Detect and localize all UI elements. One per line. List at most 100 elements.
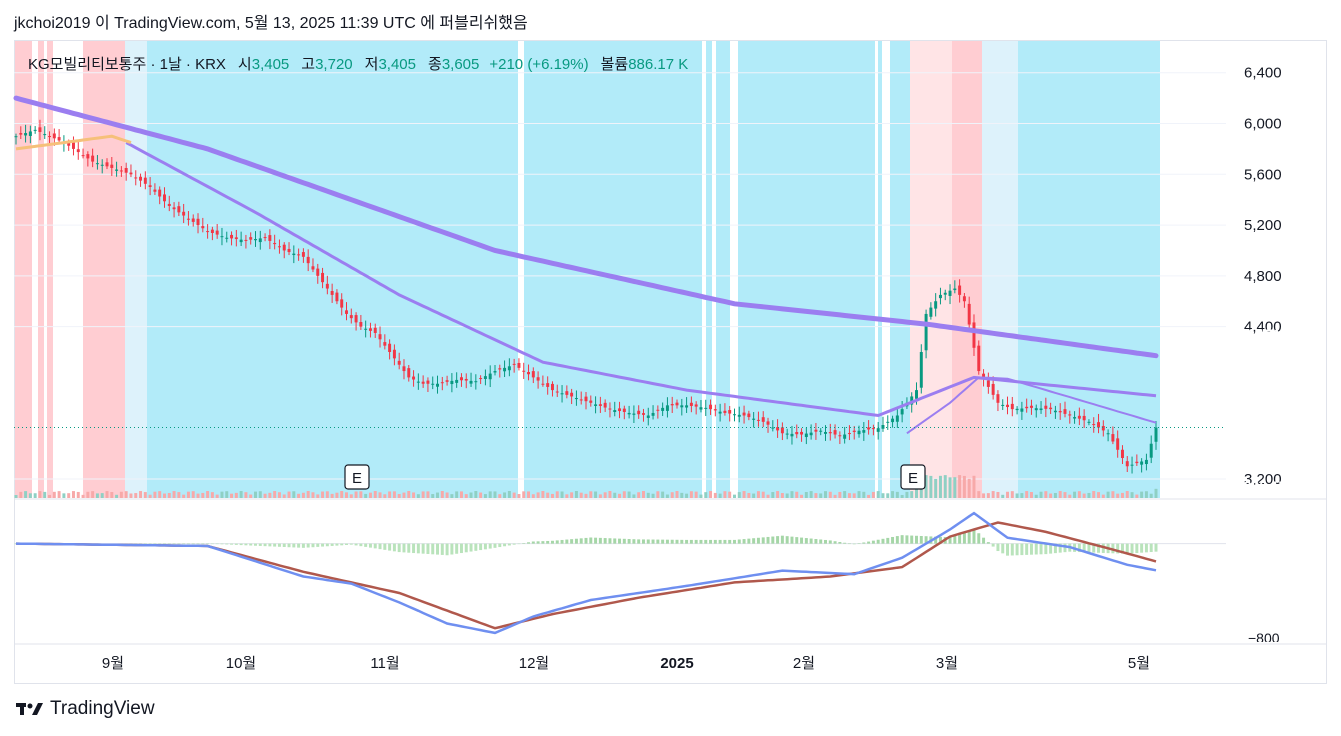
volume-bar-190 (924, 475, 928, 498)
candle-body-57 (287, 248, 291, 253)
candle-12 (71, 136, 75, 156)
tradingview-brand[interactable]: TradingView (16, 698, 155, 720)
macd-hist-bar-169 (824, 539, 827, 544)
macd-hist-bar-175 (852, 543, 856, 545)
time-tick-0: 9월 (102, 655, 124, 672)
candle-150 (733, 408, 736, 422)
legend-low-label: 저 (364, 56, 379, 73)
earnings-marker-0[interactable]: E (344, 464, 370, 490)
candle-body-109 (536, 377, 540, 381)
macd-hist-bar-47 (239, 543, 243, 546)
candle-body-63 (316, 268, 320, 276)
volume-bar-137 (670, 492, 674, 498)
price-tick-0: 6,400 (1244, 65, 1282, 82)
macd-hist-bar-214 (1039, 543, 1043, 555)
candle-body-152 (742, 412, 746, 416)
macd-hist-bar-30 (158, 543, 162, 545)
volume-bar-3 (28, 493, 32, 498)
candle-body-126 (618, 408, 622, 412)
earnings-marker-1[interactable]: E (900, 464, 926, 490)
candle-body-163 (795, 431, 799, 435)
background-band-9 (738, 41, 875, 498)
candle-body-132 (646, 415, 650, 418)
candle-body-149 (728, 410, 732, 414)
time-tick-4: 2025 (660, 655, 693, 672)
volume-bar-42 (215, 494, 219, 498)
macd-hist-bar-100 (493, 543, 497, 548)
candle-body-76 (378, 334, 382, 340)
volume-bar-99 (488, 491, 492, 498)
macd-hist-bar-125 (613, 538, 617, 544)
volume-bar-110 (541, 491, 545, 498)
macd-hist-bar-121 (594, 537, 598, 544)
macd-hist-bar-199 (967, 530, 971, 544)
candle-body-195 (948, 290, 952, 296)
candle-body-212 (1029, 405, 1033, 408)
volume-bar-45 (230, 493, 234, 498)
volume-bar-51 (258, 491, 262, 498)
volume-bar-128 (627, 491, 631, 498)
symbol-legend[interactable]: KG모빌리티보통주 · 1날 · KRX 시 3,405 고 3,720 저 3,40… (28, 53, 688, 74)
candle-165 (804, 427, 808, 445)
candle-body-198 (962, 296, 966, 302)
candle-189 (919, 344, 923, 394)
candle-body-199 (967, 303, 971, 325)
candle-body-117 (574, 398, 578, 400)
macd-hist-bar-197 (958, 533, 962, 544)
candle-205 (996, 390, 1000, 412)
macd-hist-bar-181 (881, 538, 885, 544)
candle-126 (618, 401, 622, 419)
candle-body-229 (1111, 434, 1115, 442)
candle-218 (1058, 403, 1062, 420)
price-tick-1: 6,000 (1244, 116, 1282, 133)
candle-139 (680, 398, 684, 416)
price-axis: 6,400 6,000 5,600 5,200 4,800 4,400 3,200 (1244, 65, 1282, 488)
volume-bar-153 (747, 492, 751, 498)
candle-180 (876, 422, 880, 440)
macd-hist-bar-94 (464, 543, 468, 553)
candle-117 (574, 390, 578, 406)
candle-body-36 (186, 218, 190, 220)
volume-bar-178 (867, 494, 871, 498)
candle-body-177 (862, 430, 866, 433)
volume-bar-217 (1053, 493, 1057, 498)
volume-bar-55 (277, 492, 281, 498)
candle-body-136 (665, 405, 669, 411)
volume-bar-126 (618, 493, 622, 498)
candle-body-130 (637, 410, 641, 415)
volume-bar-107 (527, 491, 531, 498)
macd-hist-bar-234 (1135, 543, 1139, 554)
volume-bar-120 (589, 491, 593, 498)
volume-bar-147 (718, 493, 722, 498)
candle-body-127 (622, 408, 626, 412)
candle-body-169 (824, 431, 827, 434)
candle-108 (531, 367, 535, 384)
volume-bar-116 (570, 492, 574, 498)
candle-157 (766, 417, 770, 433)
volume-bar-58 (292, 491, 296, 498)
candle-body-84 (416, 381, 420, 383)
candle-32 (167, 195, 171, 212)
candle-body-208 (1010, 403, 1014, 410)
macd-hist-bar-144 (704, 539, 708, 544)
macd-hist-bar-217 (1053, 543, 1057, 554)
volume-bar-220 (1068, 494, 1072, 498)
volume-bar-152 (742, 491, 746, 498)
macd-hist-bar-208 (1010, 543, 1014, 556)
candle-207 (1006, 396, 1009, 415)
candle-body-14 (81, 155, 85, 157)
candle-body-95 (469, 380, 473, 384)
macd-hist-bar-201 (977, 533, 981, 544)
volume-bar-74 (368, 492, 372, 498)
candle-body-17 (95, 163, 99, 165)
candle-6 (43, 126, 47, 139)
candle-body-7 (48, 136, 52, 138)
volume-bar-148 (723, 491, 727, 498)
macd-hist-bar-137 (670, 539, 674, 544)
candle-body-106 (522, 370, 526, 372)
macd-hist-bar-123 (603, 538, 607, 544)
candle-body-176 (857, 430, 861, 435)
volume-bar-177 (862, 491, 866, 498)
candle-144 (704, 399, 708, 417)
